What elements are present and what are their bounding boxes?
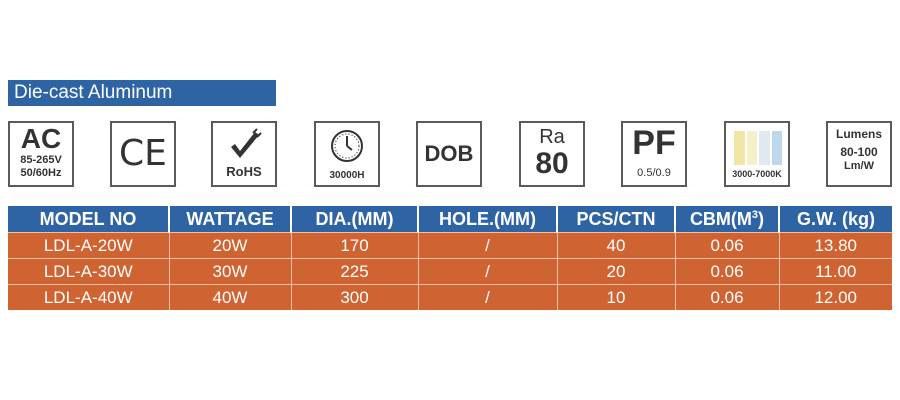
cell-pcs-ctn: 10: [557, 284, 676, 310]
table-row: LDL-A-30W 30W 225 / 20 0.06 11.00: [8, 258, 892, 285]
cell-cbm: 0.06: [675, 258, 780, 285]
cell-cbm: 0.06: [675, 232, 780, 259]
ac-voltage-icon: AC 85-265V 50/60Hz: [8, 121, 74, 187]
table-row: LDL-A-20W 20W 170 / 40 0.06 13.80: [8, 232, 892, 259]
cell-wattage: 30W: [169, 258, 292, 285]
cell-model: LDL-A-20W: [8, 232, 170, 259]
ra-value: 80: [535, 147, 569, 180]
ra-label: Ra: [539, 126, 565, 148]
ac-label: AC: [20, 123, 62, 154]
spec-table: MODEL NO WATTAGE DIA.(MM) HOLE.(MM) PCS/…: [8, 206, 892, 310]
pf-value: 0.5/0.9: [637, 167, 671, 179]
cell-diameter: 225: [291, 258, 419, 285]
ce-label: CE: [119, 133, 167, 174]
col-header-gross-weight: G.W. (kg): [779, 206, 892, 233]
cell-model: LDL-A-30W: [8, 258, 170, 285]
col-header-pcs-ctn: PCS/CTN: [557, 206, 676, 233]
cell-pcs-ctn: 40: [557, 232, 676, 259]
ac-voltage-range: 85-265V: [20, 154, 62, 166]
cell-cbm: 0.06: [675, 284, 780, 310]
cell-diameter: 170: [291, 232, 419, 259]
cell-model: LDL-A-40W: [8, 284, 170, 310]
feature-icons-row: AC 85-265V 50/60Hz CE RoHS 30000H DOB Ra…: [0, 121, 900, 191]
cct-label: 3000-7000K: [732, 169, 782, 179]
rohs-label: RoHS: [226, 164, 262, 179]
table-header-row: MODEL NO WATTAGE DIA.(MM) HOLE.(MM) PCS/…: [8, 206, 892, 233]
col-header-hole: HOLE.(MM): [418, 206, 558, 233]
cell-gross-weight: 12.00: [779, 284, 892, 310]
cell-wattage: 40W: [169, 284, 292, 310]
color-temperature-icon: 3000-7000K: [724, 121, 790, 187]
cell-gross-weight: 13.80: [779, 232, 892, 259]
lumens-icon: Lumens 80-100 Lm/W: [826, 121, 892, 187]
ac-frequency: 50/60Hz: [20, 167, 62, 179]
cell-hole: /: [418, 232, 558, 259]
pf-label: PF: [632, 124, 676, 162]
cct-swatch: [746, 131, 757, 165]
cell-wattage: 20W: [169, 232, 292, 259]
dob-label: DOB: [424, 141, 474, 166]
cct-swatch: [759, 131, 770, 165]
col-header-model: MODEL NO: [8, 206, 170, 233]
col-header-diameter: DIA.(MM): [291, 206, 419, 233]
power-factor-icon: PF 0.5/0.9: [621, 121, 687, 187]
lumens-range: 80-100: [840, 145, 878, 159]
col-header-wattage: WATTAGE: [169, 206, 292, 233]
rohs-icon: RoHS: [211, 121, 277, 187]
cell-diameter: 300: [291, 284, 419, 310]
cct-color-swatches: [734, 131, 782, 165]
lumens-label: Lumens: [835, 127, 882, 141]
dob-icon: DOB: [416, 121, 482, 187]
section-title-banner: Die-cast Aluminum: [8, 80, 276, 106]
clock-icon: [331, 130, 363, 162]
rohs-check-icon: [231, 128, 262, 158]
cell-pcs-ctn: 20: [557, 258, 676, 285]
lumens-unit: Lm/W: [844, 160, 874, 172]
ce-mark-icon: CE: [110, 121, 176, 187]
lifetime-hours-icon: 30000H: [314, 121, 380, 187]
cct-swatch: [771, 131, 782, 165]
cct-swatch: [734, 131, 745, 165]
col-header-cbm: CBM(M3): [675, 206, 780, 233]
lifetime-label: 30000H: [329, 170, 365, 181]
section-title: Die-cast Aluminum: [14, 82, 173, 103]
table-row: LDL-A-40W 40W 300 / 10 0.06 12.00: [8, 284, 892, 310]
cell-hole: /: [418, 284, 558, 310]
cell-hole: /: [418, 258, 558, 285]
cell-gross-weight: 11.00: [779, 258, 892, 285]
cri-ra-icon: Ra 80: [519, 121, 585, 187]
